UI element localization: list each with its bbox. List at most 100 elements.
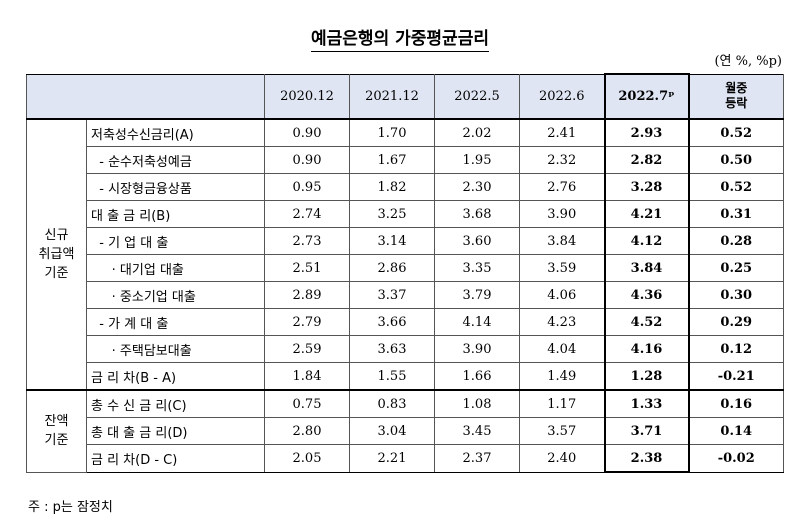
cell-value: 1.08	[434, 389, 520, 418]
table-row: · 중소기업 대출 2.89 3.37 3.79 4.06 4.36 0.30	[27, 281, 784, 309]
cell-change: -0.21	[688, 362, 784, 391]
cell-value: 2.41	[519, 118, 605, 147]
group-label: 잔액 기준	[26, 389, 87, 473]
cell-value: 4.06	[519, 281, 605, 309]
col-header: 2021.12	[349, 73, 435, 120]
cell-value: 2.32	[519, 146, 605, 174]
cell-value: 4.23	[519, 308, 605, 336]
table-row: 잔액 기준 총 수 신 금 리(C) 0.75 0.83 1.08 1.17 1.33 0.16	[26, 389, 784, 473]
col-header: 2022.5	[434, 73, 520, 120]
row-label: 총 수 신 금 리(C)	[86, 389, 265, 418]
cell-value: 2.59	[264, 335, 350, 363]
cell-value: 1.66	[434, 362, 520, 391]
row-label: - 시장형금융상품	[86, 173, 265, 201]
cell-change: 0.52	[688, 173, 784, 201]
cell-value: 0.75	[264, 389, 350, 418]
cell-value: 2.73	[264, 227, 350, 255]
row-label: · 주택담보대출	[86, 335, 265, 363]
col-header-highlight: 2022.7ᵖ	[603, 73, 690, 120]
cell-value: 1.82	[349, 173, 435, 201]
header-row: 2020.12 2021.12 2022.5 2022.6 2022.7ᵖ 월중…	[26, 73, 784, 120]
cell-value: 2.79	[264, 308, 350, 336]
group-label: 신규 취급액 기준	[26, 118, 87, 391]
interest-rate-table: 2020.12 2021.12 2022.5 2022.6 2022.7ᵖ 월중…	[26, 73, 784, 473]
cell-value: 2.05	[264, 444, 350, 473]
table-row: 총 대 출 금 리(D) 2.80 3.04 3.45 3.57 3.71 0.14	[27, 417, 784, 445]
cell-value: 0.90	[264, 146, 350, 174]
cell-highlight: 2.82	[603, 146, 690, 174]
table-row: 신규 취급액 기준 저축성수신금리(A) 0.90 1.70 2.02 2.41 2.93 0.5…	[26, 118, 784, 391]
col-header-change: 월중 등락	[688, 73, 784, 120]
corner-cell	[26, 73, 265, 120]
cell-change: 0.14	[688, 417, 784, 445]
cell-highlight: 4.12	[603, 227, 690, 255]
cell-value: 0.95	[264, 173, 350, 201]
cell-highlight: 1.33	[603, 389, 690, 418]
cell-change: 0.25	[688, 254, 784, 282]
cell-value: 3.45	[434, 417, 520, 445]
table-row: · 대기업 대출 2.51 2.86 3.35 3.59 3.84 0.25	[27, 254, 784, 282]
cell-value: 1.17	[519, 389, 605, 418]
cell-change: 0.52	[688, 118, 784, 147]
cell-highlight: 4.36	[603, 281, 690, 309]
cell-highlight: 4.16	[603, 335, 690, 363]
table-row: - 기 업 대 출 2.73 3.14 3.60 3.84 4.12 0.28	[27, 227, 784, 255]
cell-value: 3.59	[519, 254, 605, 282]
cell-value: 1.49	[519, 362, 605, 391]
cell-change: 0.12	[688, 335, 784, 363]
cell-value: 3.14	[349, 227, 435, 255]
cell-value: 3.79	[434, 281, 520, 309]
cell-highlight: 1.28	[603, 362, 690, 391]
cell-value: 4.14	[434, 308, 520, 336]
cell-value: 1.95	[434, 146, 520, 174]
cell-value: 3.57	[519, 417, 605, 445]
cell-value: 3.84	[519, 227, 605, 255]
cell-value: 1.84	[264, 362, 350, 391]
cell-change: 0.50	[688, 146, 784, 174]
cell-change: 0.30	[688, 281, 784, 309]
cell-highlight: 4.21	[603, 200, 690, 228]
row-label: 총 대 출 금 리(D)	[86, 417, 265, 445]
cell-value: 3.35	[434, 254, 520, 282]
cell-value: 3.63	[349, 335, 435, 363]
unit-label: (연 %, %p)	[714, 54, 782, 69]
cell-highlight: 4.52	[603, 308, 690, 336]
cell-highlight: 3.84	[603, 254, 690, 282]
cell-change: 0.16	[688, 389, 784, 418]
footnote: 주 : p는 잠정치	[28, 500, 113, 515]
row-label: - 순수저축성예금	[86, 146, 265, 174]
cell-value: 3.25	[349, 200, 435, 228]
table-row: 금 리 차(B - A) 1.84 1.55 1.66 1.49 1.28 -0.21	[27, 362, 784, 391]
table-row: - 가 계 대 출 2.79 3.66 4.14 4.23 4.52 0.29	[27, 308, 784, 336]
row-label: - 가 계 대 출	[86, 308, 265, 336]
row-label: 금 리 차(D - C)	[86, 444, 265, 473]
cell-value: 2.76	[519, 173, 605, 201]
cell-value: 0.90	[264, 118, 350, 147]
table-row: - 순수저축성예금 0.90 1.67 1.95 2.32 2.82 0.50	[27, 146, 784, 174]
cell-value: 3.66	[349, 308, 435, 336]
row-label: · 중소기업 대출	[86, 281, 265, 309]
cell-value: 1.55	[349, 362, 435, 391]
row-label: · 대기업 대출	[86, 254, 265, 282]
cell-value: 3.04	[349, 417, 435, 445]
table-row: 금 리 차(D - C) 2.05 2.21 2.37 2.40 2.38 -0.02	[27, 444, 784, 473]
cell-value: 2.21	[349, 444, 435, 473]
cell-change: 0.31	[688, 200, 784, 228]
cell-value: 0.83	[349, 389, 435, 418]
cell-highlight: 2.93	[603, 118, 690, 147]
cell-value: 1.70	[349, 118, 435, 147]
cell-value: 2.51	[264, 254, 350, 282]
cell-value: 2.30	[434, 173, 520, 201]
cell-value: 2.74	[264, 200, 350, 228]
cell-value: 3.37	[349, 281, 435, 309]
cell-highlight: 3.71	[603, 417, 690, 445]
cell-value: 4.04	[519, 335, 605, 363]
cell-value: 2.37	[434, 444, 520, 473]
cell-value: 2.40	[519, 444, 605, 473]
cell-value: 2.80	[264, 417, 350, 445]
cell-value: 2.02	[434, 118, 520, 147]
cell-value: 2.86	[349, 254, 435, 282]
cell-change: 0.29	[688, 308, 784, 336]
cell-value: 3.60	[434, 227, 520, 255]
cell-value: 1.67	[349, 146, 435, 174]
